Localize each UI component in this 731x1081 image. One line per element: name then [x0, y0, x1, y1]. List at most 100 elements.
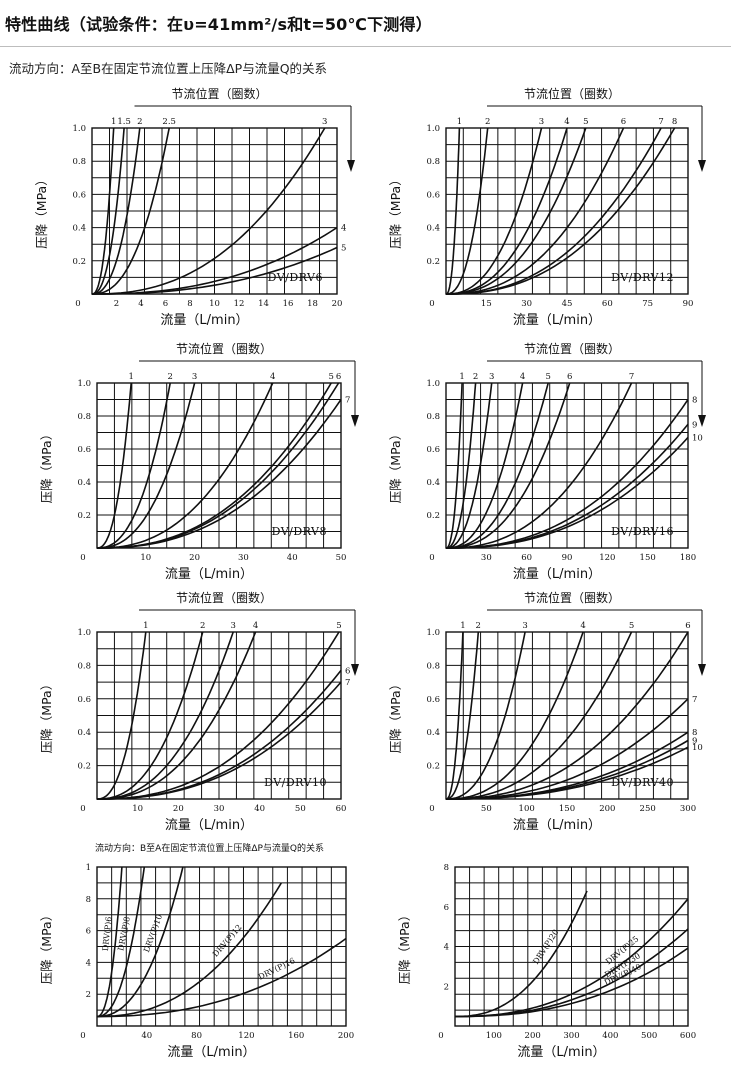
curve-label: 8 [672, 117, 677, 127]
chart-2: 0 10 20 30 40 50 0.2 0.4 0.6 0.8 1.0 压降（MPa） 流量（L/mi… [39, 341, 359, 582]
curve-label: 3 [322, 117, 327, 127]
x-tick-label: 30 [238, 553, 249, 563]
y-tick-label: 0.6 [426, 190, 440, 200]
curve-label: 3 [489, 372, 494, 382]
y-tick-label: 6 [444, 903, 449, 913]
chart-5: 0 50 100 150 200 250 300 0.2 0.4 0.6 0.8 1.0 压降（MPa）… [388, 590, 706, 833]
model-label: DV/DRV10 [264, 776, 327, 789]
curve-label: 5 [629, 621, 634, 631]
curve-label: 8 [692, 396, 697, 406]
y-axis-label: 压降（MPa） [388, 428, 403, 503]
x-tick-label: 180 [680, 553, 696, 563]
y-tick-label: 0.8 [426, 661, 440, 671]
x-axis-label: 流量（L/min） [165, 818, 253, 833]
x-tick-label: 20 [173, 804, 184, 814]
x-tick-label: 8 [187, 299, 192, 309]
curve-label: 8 [692, 728, 697, 738]
curve-label: 1.5 [117, 117, 131, 127]
x-tick-label: 60 [336, 804, 347, 814]
x-tick-label: 50 [481, 804, 492, 814]
curve-7 [97, 399, 342, 549]
curve-label: 9 [692, 420, 697, 430]
header-arrow-head [698, 160, 706, 172]
x-tick-label: 12 [234, 299, 245, 309]
x-tick-label: 250 [640, 804, 656, 814]
curve-label: 4 [270, 372, 275, 382]
curve-drvp40 [455, 947, 689, 1018]
curve-1 [97, 631, 147, 800]
curve-1 [446, 382, 463, 549]
x-tick-label: 2 [114, 299, 119, 309]
curve-label: 5 [329, 372, 334, 382]
curve-4 [446, 382, 524, 549]
x-axis-label: 流量（L/min） [167, 1045, 255, 1060]
y-tick-label: 4 [86, 958, 91, 968]
header-arrow-head [698, 415, 706, 427]
y-tick-label: 0.4 [426, 728, 440, 738]
x-tick-label: 40 [254, 804, 265, 814]
y-axis-label: 压降（MPa） [397, 909, 412, 984]
x-tick-label: 0 [75, 299, 80, 309]
x-axis-label: 流量（L/min） [165, 567, 253, 582]
curve-label: 5 [545, 372, 550, 382]
curve-label: 5 [583, 117, 588, 127]
y-tick-label: 0.8 [77, 412, 91, 422]
curve-label: 2.5 [162, 117, 176, 127]
x-tick-label: 400 [602, 1031, 618, 1041]
curve-drvp10 [96, 866, 184, 1018]
x-axis-label: 流量（L/min） [517, 1045, 605, 1060]
curve-10 [446, 436, 689, 549]
y-tick-label: 1 [86, 863, 91, 873]
y-axis-label: 压降（MPa） [39, 428, 54, 503]
curve-5 [446, 631, 633, 800]
y-tick-label: 4 [444, 943, 449, 953]
curve-label: 6 [621, 117, 626, 127]
curve-label: 5 [341, 244, 346, 254]
x-tick-label: 150 [559, 804, 575, 814]
y-tick-label: 1.0 [77, 379, 91, 389]
curve-label: 7 [345, 396, 350, 406]
x-axis-label: 流量（L/min） [513, 313, 601, 328]
y-axis-label: 压降（MPa） [39, 909, 54, 984]
x-tick-label: 30 [481, 553, 492, 563]
x-tick-label: 100 [519, 804, 535, 814]
y-tick-label: 1.0 [426, 124, 440, 134]
plot-frame [96, 631, 342, 800]
curve-label: 2 [476, 621, 481, 631]
y-tick-label: 0.2 [72, 257, 86, 267]
y-tick-label: 8 [86, 895, 91, 905]
x-tick-label: 30 [214, 804, 225, 814]
throttle-position-header: 节流位置（圈数） [524, 341, 620, 356]
y-tick-label: 0.4 [77, 478, 91, 488]
y-tick-label: 0.4 [426, 478, 440, 488]
curve-drvp12 [96, 882, 282, 1018]
y-tick-label: 2 [444, 982, 449, 992]
curve-label: 4 [564, 117, 569, 127]
plot-frame [454, 866, 689, 1027]
curve-label: 3 [231, 621, 236, 631]
throttle-position-header: 节流位置（圈数） [524, 590, 620, 605]
curve-3 [97, 382, 196, 549]
y-tick-label: 0.2 [426, 762, 440, 772]
y-tick-label: 0.8 [426, 412, 440, 422]
y-tick-label: 0.8 [77, 661, 91, 671]
x-tick-label: 80 [191, 1031, 202, 1041]
curve-7 [97, 681, 342, 800]
x-tick-label: 45 [562, 299, 573, 309]
curve-label: 2 [473, 372, 478, 382]
x-tick-label: 0 [429, 299, 434, 309]
curve-1 [97, 382, 132, 549]
y-tick-label: 0.8 [426, 157, 440, 167]
curve-2.5 [92, 127, 170, 295]
plot-frame [96, 382, 342, 549]
curve-2 [446, 631, 480, 800]
curve-label: 2 [137, 117, 142, 127]
curve-6 [446, 631, 689, 800]
x-tick-label: 0 [80, 1031, 85, 1041]
y-tick-label: 0.2 [77, 762, 91, 772]
curve-2 [446, 127, 489, 295]
model-label: DV/DRV12 [611, 271, 674, 284]
curve-label: 2 [200, 621, 205, 631]
throttle-position-header: 节流位置（圈数） [176, 590, 272, 605]
curve-drvp8 [96, 866, 146, 1018]
